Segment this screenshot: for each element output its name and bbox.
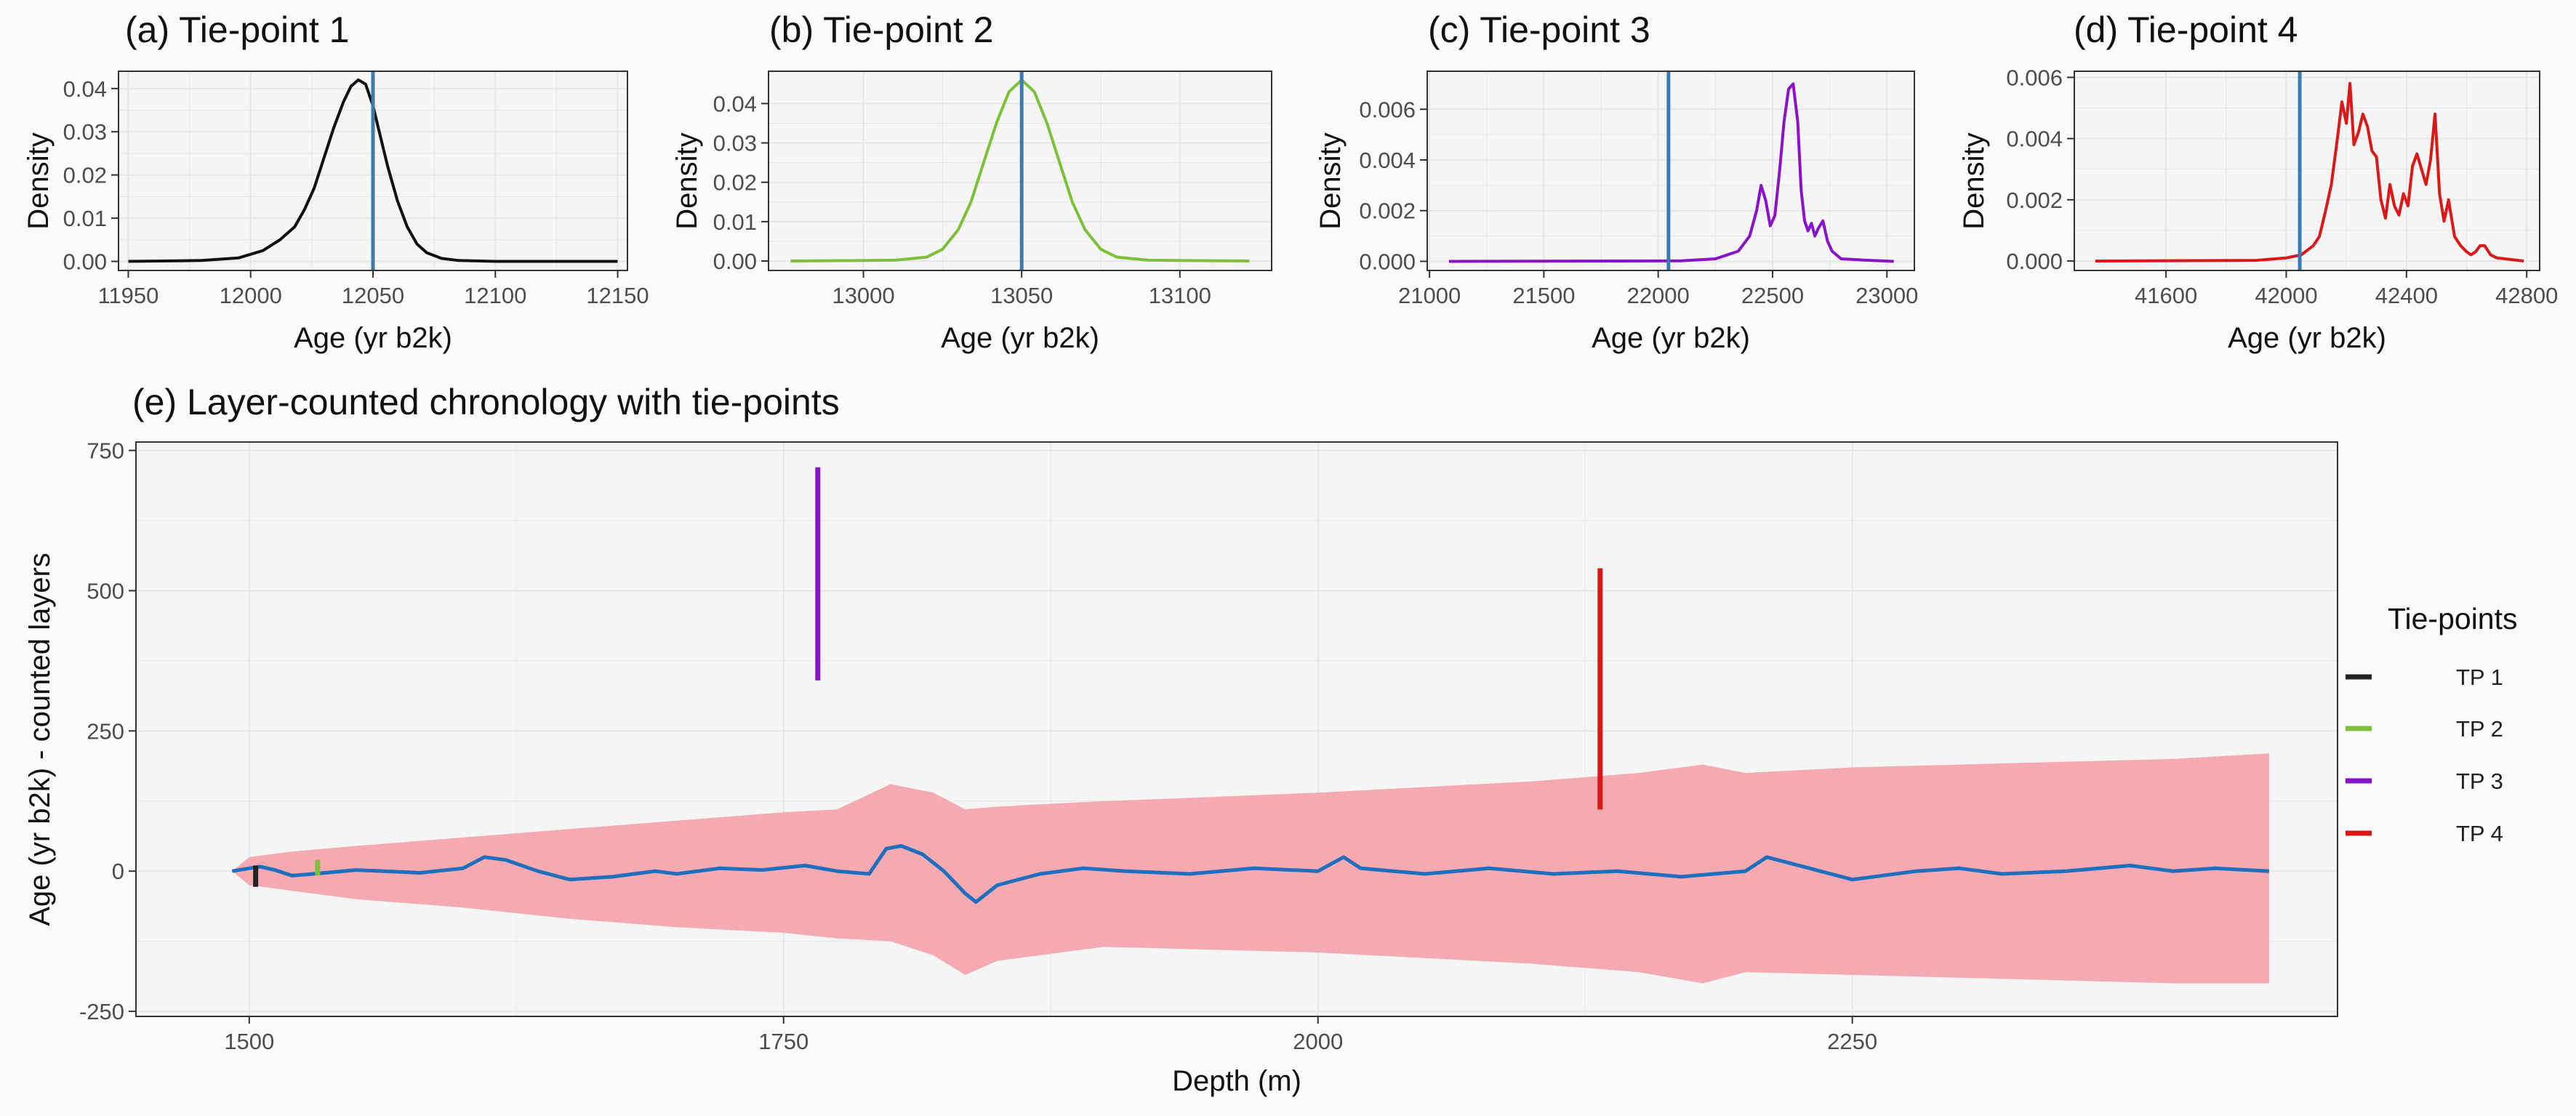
- y-tick-label: 0.02: [713, 170, 757, 196]
- y-axis-label: Age (yr b2k) - counted layers: [24, 553, 56, 926]
- legend: Tie-points TP 1 TP 2 TP 3 TP 4: [2346, 602, 2518, 846]
- y-tick-label: 750: [87, 438, 124, 464]
- x-tick-label: 21500: [1512, 283, 1575, 308]
- y-tick-label: 500: [87, 578, 124, 603]
- y-tick-label: 0.00: [713, 249, 757, 274]
- x-tick-label: 12050: [342, 283, 404, 308]
- legend-label-tp3: TP 3: [2456, 768, 2503, 794]
- plot-area-c: [1427, 71, 1914, 270]
- y-tick-label: 0.000: [2006, 249, 2063, 274]
- y-axis-label: Density: [671, 132, 703, 229]
- legend-item-tp2: TP 2: [2346, 716, 2503, 742]
- y-axis-label: Density: [23, 132, 55, 229]
- x-axis-label: Age (yr b2k): [294, 322, 452, 354]
- panel-c-tie-point-3: 21000 21500 22000 22500 23000 0.000 0.002 0.004…: [1315, 9, 1918, 354]
- x-tick-label: 21000: [1398, 283, 1461, 308]
- y-tick-label: -250: [79, 999, 124, 1024]
- plot-area-d: [2074, 71, 2540, 270]
- x-tick-label: 42400: [2375, 283, 2438, 308]
- panel-e-layer-counted-chronology: 1500 1750 2000 2250 -250 0 250 500 750 Depth (m) A…: [24, 382, 2338, 1097]
- plot-border-e: [135, 441, 2338, 1017]
- panel-title: (b) Tie-point 2: [769, 9, 993, 50]
- panel-title: (d) Tie-point 4: [2074, 9, 2298, 50]
- density-line-a: [128, 78, 618, 263]
- legend-title: Tie-points: [2388, 602, 2518, 635]
- legend-item-tp4: TP 4: [2346, 821, 2503, 846]
- y-tick-label: 0.02: [63, 163, 107, 188]
- y-tick-label: 0: [112, 859, 124, 884]
- x-tick-label: 42800: [2495, 283, 2558, 308]
- x-axis-label: Age (yr b2k): [941, 322, 1099, 354]
- y-tick-label: 0.04: [63, 76, 107, 102]
- y-tick-label: 0.004: [1359, 148, 1416, 173]
- panel-title: (c) Tie-point 3: [1428, 9, 1650, 50]
- density-line-d: [2095, 81, 2524, 262]
- x-tick-label: 23000: [1855, 283, 1918, 308]
- legend-label-tp1: TP 1: [2456, 665, 2503, 690]
- x-tick-label: 12150: [586, 283, 649, 308]
- x-axis-label: Depth (m): [1172, 1065, 1301, 1097]
- legend-item-tp3: TP 3: [2346, 768, 2503, 794]
- x-tick-label: 1750: [758, 1029, 808, 1054]
- legend-label-tp4: TP 4: [2456, 821, 2503, 846]
- x-tick-label: 2000: [1293, 1029, 1343, 1054]
- panel-d-tie-point-4: 41600 42000 42400 42800 0.000 0.002 0.004 0.006…: [1958, 9, 2558, 354]
- counted-layers-line: [231, 844, 2270, 904]
- panel-title: (a) Tie-point 1: [125, 9, 349, 50]
- y-tick-label: 0.01: [713, 209, 757, 235]
- plot-border-c: [1427, 71, 1915, 271]
- x-tick-label: 12100: [464, 283, 526, 308]
- x-tick-label: 42000: [2255, 283, 2317, 308]
- y-axis-label: Density: [1315, 132, 1347, 229]
- y-tick-label: 0.000: [1359, 249, 1416, 274]
- x-axis-label: Age (yr b2k): [2228, 322, 2386, 354]
- x-axis-label: Age (yr b2k): [1592, 322, 1750, 354]
- x-tick-label: 11950: [98, 283, 159, 308]
- plot-border-b: [768, 71, 1272, 271]
- y-tick-label: 0.03: [63, 119, 107, 145]
- y-tick-label: 0.004: [2006, 127, 2063, 152]
- x-tick-label: 13000: [832, 283, 894, 308]
- y-tick-label: 0.00: [63, 249, 107, 275]
- x-tick-label: 12000: [220, 283, 282, 308]
- panel-b-tie-point-2: 13000 13050 13100 0.00 0.01 0.02 0.03 0.04 Age (…: [671, 9, 1272, 354]
- y-tick-label: 0.01: [63, 206, 107, 231]
- x-tick-label: 1500: [224, 1029, 274, 1054]
- legend-item-tp1: TP 1: [2346, 665, 2503, 690]
- panel-a-tie-point-1: 11950 12000 12050 12100 12150 0.00 0.01 0.02 0.0…: [23, 9, 649, 354]
- legend-label-tp2: TP 2: [2456, 716, 2503, 742]
- y-tick-label: 0.04: [713, 91, 757, 116]
- x-tick-label: 13100: [1149, 283, 1211, 308]
- y-tick-label: 250: [87, 718, 124, 744]
- y-tick-label: 0.002: [1359, 198, 1416, 224]
- y-tick-label: 0.002: [2006, 188, 2063, 213]
- density-line-c: [1448, 82, 1894, 263]
- x-tick-label: 41600: [2135, 283, 2197, 308]
- y-tick-label: 0.006: [1359, 97, 1416, 122]
- plot-border-d: [2074, 71, 2540, 271]
- x-tick-label: 22000: [1627, 283, 1690, 308]
- y-axis-label: Density: [1958, 132, 1990, 229]
- y-tick-label: 0.006: [2006, 65, 2063, 90]
- y-tick-label: 0.03: [713, 131, 757, 156]
- x-tick-label: 13050: [990, 283, 1053, 308]
- x-tick-label: 2250: [1827, 1029, 1877, 1054]
- panel-title: (e) Layer-counted chronology with tie-po…: [132, 382, 840, 422]
- x-tick-label: 22500: [1741, 283, 1804, 308]
